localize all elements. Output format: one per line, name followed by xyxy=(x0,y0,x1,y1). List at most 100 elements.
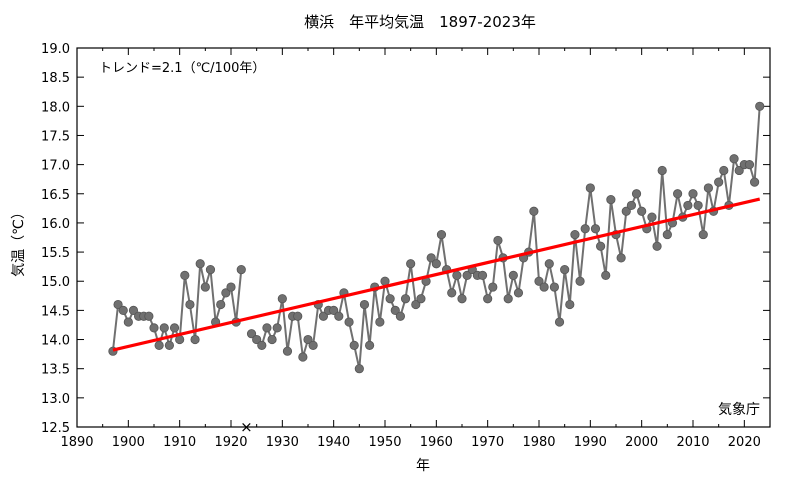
data-point xyxy=(431,259,441,269)
x-tick-label: 1950 xyxy=(368,435,401,450)
data-point xyxy=(539,282,549,292)
data-point xyxy=(282,346,293,356)
data-point xyxy=(755,101,765,111)
data-point xyxy=(375,317,385,327)
data-point xyxy=(662,229,672,240)
data-point xyxy=(216,299,226,310)
y-tick-label: 19.0 xyxy=(41,42,70,57)
x-tick-label: 2020 xyxy=(728,435,761,450)
data-point xyxy=(164,340,174,350)
data-point xyxy=(159,323,169,333)
data-point xyxy=(688,189,698,199)
data-point xyxy=(534,276,544,286)
missing-marker: × xyxy=(240,418,253,436)
data-point xyxy=(318,311,328,321)
series-line xyxy=(250,106,761,369)
missing-year-marker: × xyxy=(240,418,253,436)
data-point xyxy=(590,224,601,234)
data-point xyxy=(580,224,590,234)
y-tick-label: 14.0 xyxy=(41,334,70,349)
y-axis-label: 気温（℃） xyxy=(11,205,27,277)
y-tick-label: 16.0 xyxy=(41,217,70,232)
data-point xyxy=(303,334,313,345)
data-point xyxy=(426,253,436,263)
x-tick-label: 1970 xyxy=(471,435,504,450)
y-tick-label: 15.5 xyxy=(41,246,70,261)
data-point xyxy=(436,229,447,240)
data-point xyxy=(221,288,231,298)
data-point xyxy=(123,317,133,327)
data-point xyxy=(200,282,210,292)
data-point xyxy=(734,165,744,176)
data-point xyxy=(252,334,262,345)
data-point xyxy=(169,323,180,333)
data-point xyxy=(406,259,416,269)
data-point xyxy=(606,195,616,205)
trend-line xyxy=(112,197,761,352)
data-point xyxy=(385,294,395,304)
y-tick-label: 15.0 xyxy=(41,275,70,290)
data-point xyxy=(411,299,421,310)
y-tick-label: 14.5 xyxy=(41,304,70,319)
data-point xyxy=(729,154,739,164)
data-point xyxy=(246,329,257,339)
data-point xyxy=(113,299,123,310)
data-point xyxy=(714,177,724,187)
data-point xyxy=(585,183,595,193)
data-point xyxy=(637,206,647,216)
source-label: 気象庁 xyxy=(718,402,760,418)
data-point xyxy=(293,311,303,321)
data-point xyxy=(267,334,277,345)
data-point xyxy=(257,340,267,350)
data-point xyxy=(149,323,159,333)
data-point xyxy=(513,288,524,298)
data-point xyxy=(226,282,236,292)
trend-annotation: トレンド=2.1（℃/100年） xyxy=(99,61,265,76)
y-tick-label: 17.5 xyxy=(41,129,70,144)
data-point xyxy=(575,276,585,286)
data-point xyxy=(683,200,693,211)
y-tick-label: 17.0 xyxy=(41,159,70,174)
chart-title: 横浜 年平均気温 1897-2023年 xyxy=(304,13,536,31)
data-point xyxy=(749,177,760,187)
data-point xyxy=(262,323,272,333)
x-tick-label: 1890 xyxy=(60,435,93,450)
y-tick-label: 18.0 xyxy=(41,100,70,115)
data-point xyxy=(359,299,370,310)
data-point xyxy=(128,305,139,315)
data-point xyxy=(380,276,390,286)
data-point xyxy=(180,270,190,280)
x-tick-label: 2000 xyxy=(625,435,658,450)
data-point xyxy=(154,340,164,350)
data-point xyxy=(631,189,642,199)
data-point xyxy=(698,229,708,240)
x-tick-label: 1930 xyxy=(266,435,299,450)
data-point xyxy=(190,334,200,345)
data-point xyxy=(508,270,518,280)
data-point xyxy=(616,253,626,263)
data-point xyxy=(595,241,606,251)
x-tick-label: 1980 xyxy=(522,435,555,450)
x-tick-label: 1990 xyxy=(574,435,607,450)
data-point xyxy=(647,212,657,222)
x-tick-label: 1940 xyxy=(317,435,350,450)
data-point xyxy=(390,305,400,315)
data-point xyxy=(308,340,318,350)
y-tick-label: 16.5 xyxy=(41,188,70,203)
data-point xyxy=(560,264,570,275)
data-point xyxy=(570,229,580,240)
data-point xyxy=(477,270,488,280)
data-point xyxy=(719,165,729,176)
data-point xyxy=(195,259,205,269)
data-point xyxy=(672,189,683,199)
data-point xyxy=(554,317,565,327)
data-point xyxy=(565,299,575,310)
y-tick-label: 13.0 xyxy=(41,392,70,407)
x-tick-label: 1920 xyxy=(214,435,247,450)
data-point xyxy=(529,206,539,216)
data-point xyxy=(118,305,128,315)
data-point xyxy=(488,282,498,292)
data-point xyxy=(416,294,426,304)
data-point xyxy=(457,294,467,304)
data-point xyxy=(621,206,631,216)
